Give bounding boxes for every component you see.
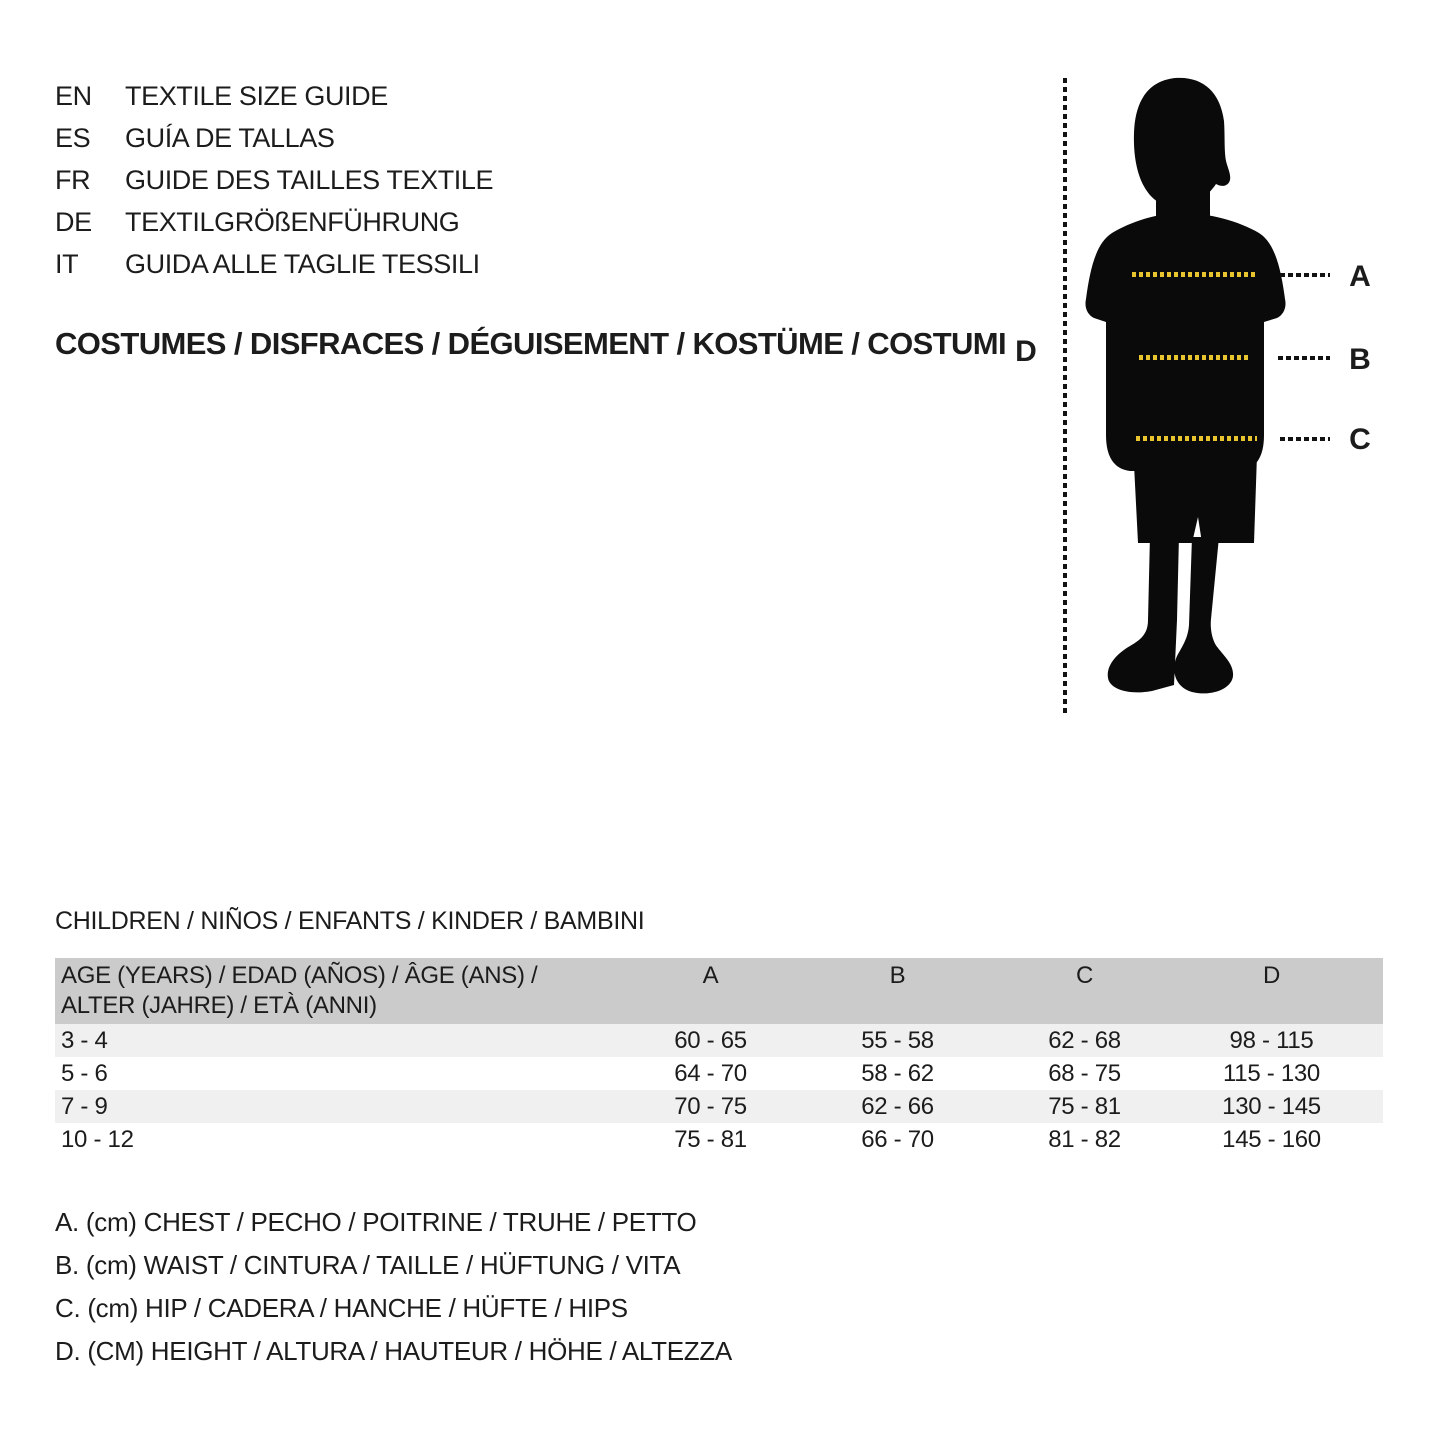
language-code: FR — [55, 164, 91, 195]
language-code: IT — [55, 248, 79, 279]
chest-label-a: A — [1349, 260, 1371, 293]
height-label-d: D — [1015, 335, 1037, 368]
language-label: GUIDA ALLE TAGLIE TESSILI — [125, 248, 480, 279]
legend-height: D. (CM) HEIGHT / ALTURA / HAUTEUR / HÖHE… — [55, 1336, 732, 1366]
category-title: COSTUMES / DISFRACES / DÉGUISEMENT / KOS… — [55, 326, 1007, 361]
column-header-a: A — [702, 962, 719, 989]
waist-cell: 55 - 58 — [861, 1027, 934, 1054]
height-cell: 145 - 160 — [1222, 1126, 1321, 1153]
language-row-es: ES GUÍA DE TALLAS — [55, 117, 493, 159]
age-column-header: AGE (YEARS) / EDAD (AÑOS) / ÂGE (ANS) / … — [55, 961, 617, 1024]
age-cell: 7 - 9 — [61, 1093, 108, 1120]
column-header-c: C — [1075, 962, 1094, 989]
age-cell: 5 - 6 — [61, 1060, 108, 1087]
legend-chest: A. (cm) CHEST / PECHO / POITRINE / TRUHE… — [55, 1207, 697, 1237]
hip-measure-line — [1136, 436, 1257, 441]
waist-cell: 66 - 70 — [861, 1126, 934, 1153]
table-row: 7 - 9 70 - 75 62 - 66 75 - 81 130 - 145 — [55, 1090, 1383, 1123]
height-cell: 130 - 145 — [1222, 1093, 1321, 1120]
hip-cell: 62 - 68 — [1048, 1027, 1121, 1054]
hip-cell: 75 - 81 — [1048, 1093, 1121, 1120]
chest-cell: 64 - 70 — [674, 1060, 747, 1087]
table-header-row: AGE (YEARS) / EDAD (AÑOS) / ÂGE (ANS) / … — [55, 958, 1383, 1024]
hip-cell: 68 - 75 — [1048, 1060, 1121, 1087]
waist-label-b: B — [1349, 343, 1371, 376]
waist-measure-line — [1139, 355, 1250, 360]
legend-waist: B. (cm) WAIST / CINTURA / TAILLE / HÜFTU… — [55, 1250, 681, 1280]
language-row-de: DE TEXTILGRÖßENFÜHRUNG — [55, 201, 493, 243]
waist-cell: 58 - 62 — [861, 1060, 934, 1087]
hip-connector-line — [1280, 437, 1330, 441]
height-cell: 115 - 130 — [1223, 1060, 1320, 1087]
child-silhouette-figure — [1085, 77, 1286, 694]
chest-cell: 60 - 65 — [674, 1027, 747, 1054]
height-cell: 98 - 115 — [1229, 1027, 1314, 1054]
age-header-line2: ALTER (JAHRE) / ETÀ (ANNI) — [61, 992, 377, 1019]
age-cell: 3 - 4 — [61, 1027, 108, 1054]
age-cell: 10 - 12 — [61, 1126, 134, 1153]
chest-connector-line — [1280, 273, 1330, 277]
table-row: 5 - 6 64 - 70 58 - 62 68 - 75 115 - 130 — [55, 1057, 1383, 1090]
waist-cell: 62 - 66 — [861, 1093, 934, 1120]
height-measure-dotted-line — [1063, 78, 1067, 715]
language-label: TEXTILGRÖßENFÜHRUNG — [125, 206, 460, 237]
table-row: 3 - 4 60 - 65 55 - 58 62 - 68 98 - 115 — [55, 1024, 1383, 1057]
hip-cell: 81 - 82 — [1048, 1126, 1121, 1153]
language-row-en: EN TEXTILE SIZE GUIDE — [55, 75, 493, 117]
waist-connector-line — [1278, 356, 1330, 360]
language-row-fr: FR GUIDE DES TAILLES TEXTILE — [55, 159, 494, 201]
hip-label-c: C — [1349, 423, 1371, 456]
table-row: 10 - 12 75 - 81 66 - 70 81 - 82 145 - 16… — [55, 1123, 1383, 1156]
column-header-b: B — [889, 962, 906, 989]
column-header-d: D — [1262, 962, 1281, 989]
language-label: GUIDE DES TAILLES TEXTILE — [125, 164, 494, 195]
language-title-list: EN TEXTILE SIZE GUIDE ES GUÍA DE TALLAS … — [55, 75, 494, 285]
language-code: EN — [55, 80, 92, 111]
age-header-line1: AGE (YEARS) / EDAD (AÑOS) / ÂGE (ANS) / — [61, 962, 538, 989]
section-title-children: CHILDREN / NIÑOS / ENFANTS / KINDER / BA… — [55, 907, 645, 935]
language-label: TEXTILE SIZE GUIDE — [125, 80, 388, 111]
language-code: ES — [55, 122, 91, 153]
legend-hip: C. (cm) HIP / CADERA / HANCHE / HÜFTE / … — [55, 1293, 628, 1323]
chest-cell: 75 - 81 — [674, 1126, 747, 1153]
language-row-it: IT GUIDA ALLE TAGLIE TESSILI — [55, 243, 493, 285]
chest-cell: 70 - 75 — [674, 1093, 747, 1120]
chest-measure-line — [1132, 272, 1257, 277]
measurement-legend: A. (cm) CHEST / PECHO / POITRINE / TRUHE… — [55, 1201, 732, 1373]
size-table: AGE (YEARS) / EDAD (AÑOS) / ÂGE (ANS) / … — [55, 958, 1383, 1156]
language-code: DE — [55, 206, 92, 237]
language-label: GUÍA DE TALLAS — [125, 122, 335, 153]
